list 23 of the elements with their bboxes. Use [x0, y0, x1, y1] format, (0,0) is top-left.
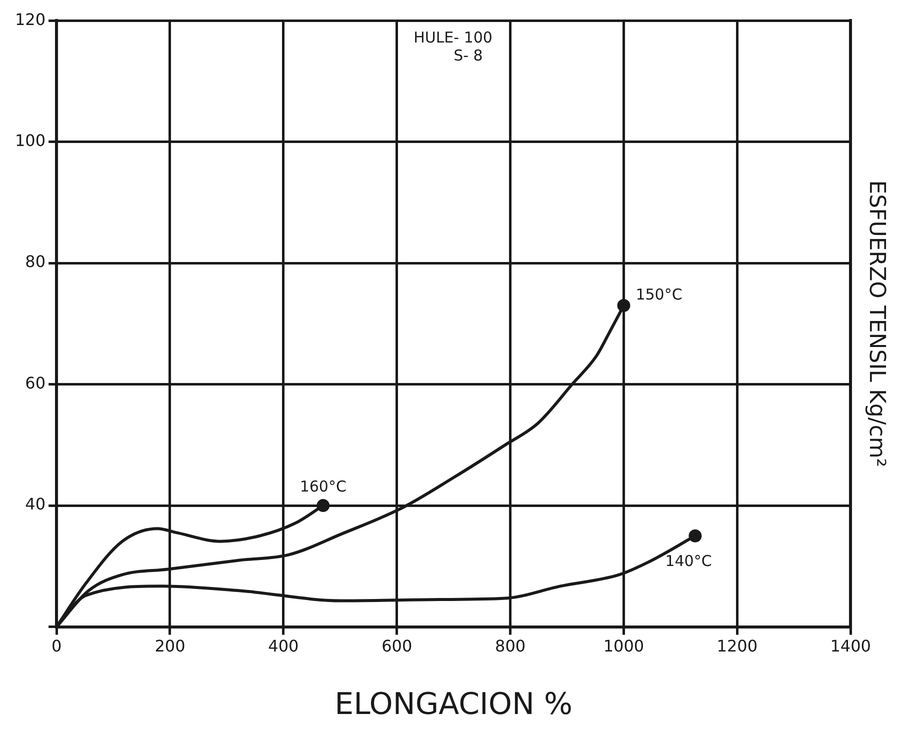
series-label: 150°C	[636, 286, 682, 304]
y-tick-label: 40	[25, 494, 46, 514]
x-tick-label: 1000	[603, 636, 644, 656]
y-tick-label: 80	[25, 252, 46, 272]
annotation: HULE- 100	[414, 28, 492, 47]
point	[688, 529, 702, 542]
x-tick-label: 200	[154, 636, 186, 656]
point	[617, 299, 630, 312]
series-label: 160°C	[300, 478, 346, 496]
x-tick-label: 400	[268, 636, 299, 656]
y-tick-label: 60	[25, 373, 46, 392]
x-axis-title: ELONGACION %	[334, 686, 572, 722]
x-tick-label: 1200	[716, 636, 758, 656]
x-tick-label: 0	[51, 636, 62, 656]
annotation: S- 8	[454, 46, 483, 65]
y-axis-title: ESFUERZO TENSIL Kg/cm²	[864, 180, 890, 468]
x-tick-label: 1400	[830, 636, 871, 656]
y-tick-label: 120	[14, 10, 46, 29]
point	[316, 499, 330, 512]
x-tick-label: 600	[382, 636, 412, 656]
series-label: 140°C	[665, 552, 712, 570]
y-tick-label: 100	[14, 130, 46, 150]
x-tick-label: 800	[495, 636, 526, 656]
